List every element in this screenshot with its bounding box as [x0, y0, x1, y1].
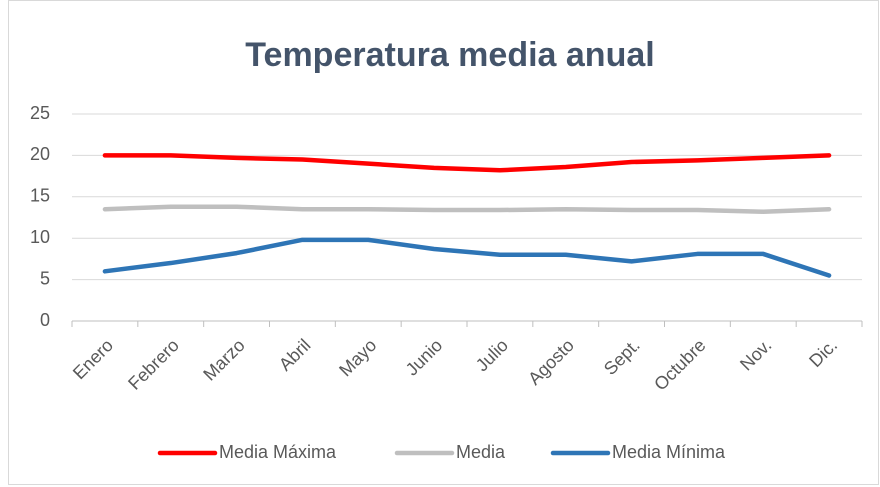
series-line: [102, 153, 832, 173]
series-line: [102, 204, 832, 214]
legend-label: Media Máxima: [219, 442, 337, 462]
y-tick-label: 15: [30, 186, 50, 206]
y-tick-label: 5: [40, 268, 50, 288]
series-line: [102, 237, 832, 278]
chart-title: Temperatura media anual: [245, 36, 654, 74]
y-tick-label: 20: [30, 144, 50, 164]
y-tick-label: 10: [30, 227, 50, 247]
chart-border: [8, 0, 879, 485]
y-tick-label: 0: [40, 310, 50, 330]
legend-label: Media: [456, 442, 506, 462]
legend-label: Media Mínima: [612, 442, 726, 462]
y-tick-label: 25: [30, 103, 50, 123]
